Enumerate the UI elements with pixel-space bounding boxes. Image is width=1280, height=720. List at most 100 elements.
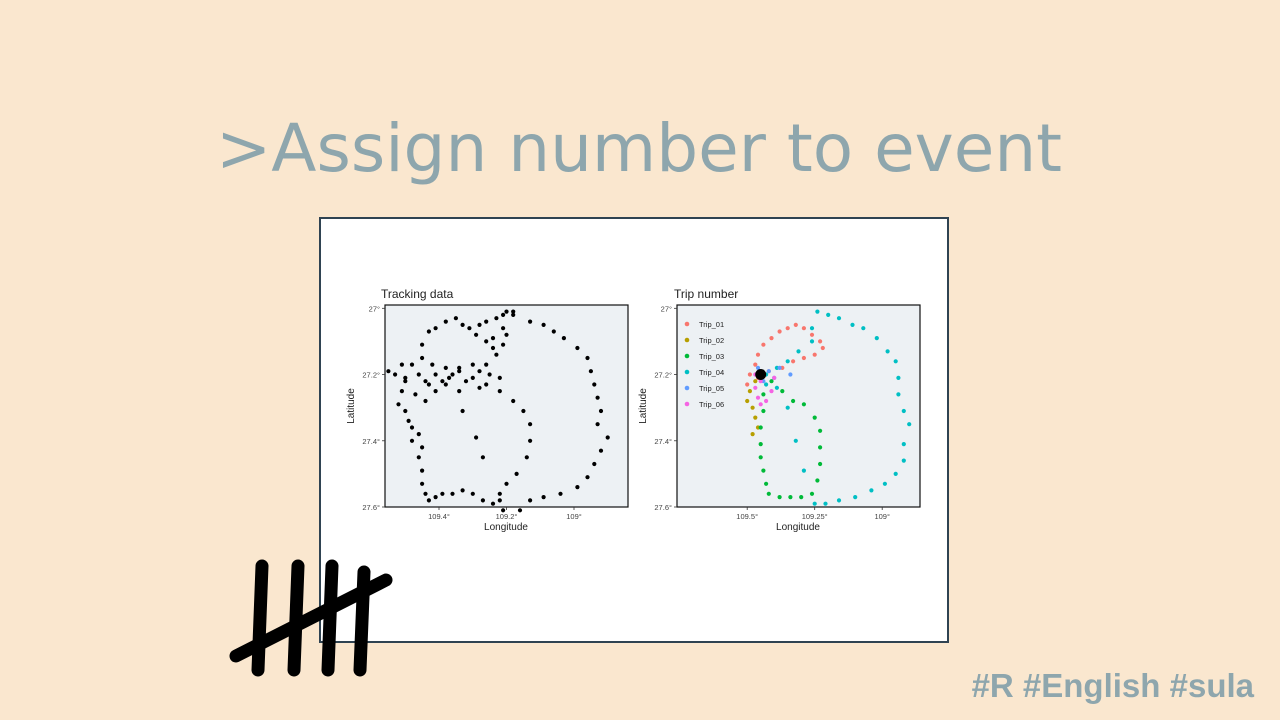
x-tick-label: 109.25° [802,512,828,521]
data-point [504,309,509,314]
data-point [399,389,404,394]
data-point [477,322,482,327]
data-point [812,501,817,506]
legend-label: Trip_04 [699,368,724,377]
data-point [598,448,604,453]
data-point [457,389,462,394]
legend-label: Trip_02 [699,336,724,345]
data-point [747,389,752,394]
data-point [896,375,901,380]
data-point [494,352,499,357]
data-point [901,408,906,414]
data-point [826,312,831,317]
data-point [460,488,465,493]
data-point [758,402,763,407]
data-point [453,316,458,321]
x-tick-label: 109.2° [496,512,518,521]
data-point [777,365,782,370]
x-tick-label: 109° [566,512,582,521]
data-point [745,382,750,387]
figure-canvas: Tracking data 109.4° 109.2° 109° 27° 27.2° 27… [346,287,921,533]
data-point [761,392,766,397]
data-point [774,385,779,390]
data-point [426,329,431,334]
data-point [393,372,398,377]
data-point [497,375,502,380]
data-point [769,336,774,341]
data-point [755,352,761,357]
data-point [551,329,556,334]
data-point [761,408,766,414]
axis-ticks-tracking: 109.4° 109.2° 109° 27° 27.2° 27.4° 27.6° [362,304,581,521]
data-point [396,402,401,407]
y-axis-label-trip: Latitude [638,388,649,424]
points-trip [745,309,912,506]
data-point [820,345,825,351]
data-point [815,478,820,483]
data-point [561,336,566,341]
data-point [501,326,506,331]
data-point [490,501,496,506]
data-point [501,342,506,347]
data-point [440,379,445,384]
data-point [433,326,438,331]
data-point [907,422,912,427]
data-point [755,365,761,370]
figure-frame: Tracking data 109.4° 109.2° 109° 27° 27.2° 27… [319,217,949,643]
data-point [504,332,509,337]
panel-background-tracking [384,304,629,508]
data-point [836,498,842,503]
data-point [809,332,815,337]
data-point [521,408,526,414]
data-point [588,369,593,374]
data-point [896,392,901,397]
y-tick-label: 27.6° [654,503,672,512]
y-tick-label: 27.2° [654,371,672,380]
data-point [484,319,489,324]
data-point [575,485,580,490]
data-point [861,326,866,331]
data-point [815,309,820,314]
data-point [753,415,758,420]
data-point [766,369,771,374]
x-axis-label-trip: Longitude [776,522,820,533]
data-point [403,408,408,414]
data-point [487,372,492,377]
data-point [490,345,496,351]
hashtags: #R #English #sula [971,667,1254,704]
data-point [882,481,888,486]
data-point [426,498,431,503]
legend-label: Trip_01 [699,320,724,329]
legend-key [684,401,690,407]
data-point [409,438,415,443]
data-point [467,326,472,331]
data-point [796,349,801,354]
y-tick-label: 27° [369,304,380,313]
data-point [416,432,421,437]
slide-title: >Assign number to event [216,110,1063,187]
highlight-point [755,369,767,380]
data-point [460,408,465,414]
data-point [605,435,610,440]
data-point [470,362,475,367]
data-point [511,398,516,404]
data-point [853,495,858,500]
data-point [450,491,455,496]
panel-trip: Trip number 109.5° 109.25° 109° 27° 27.2° 27.… [638,287,921,533]
data-point [528,319,533,324]
data-point [426,382,431,387]
data-point [893,471,898,476]
data-point [416,372,421,377]
data-point [470,491,475,496]
y-tick-label: 27.6° [362,503,380,512]
legend-label: Trip_03 [699,352,724,361]
data-point [423,379,428,384]
y-axis-label-tracking: Latitude [346,388,357,424]
data-point [575,345,580,351]
panel-background-trip [676,304,921,508]
data-point [409,362,415,367]
data-point [801,468,806,473]
data-point [413,392,418,397]
data-point [470,375,475,380]
data-point [484,339,489,344]
